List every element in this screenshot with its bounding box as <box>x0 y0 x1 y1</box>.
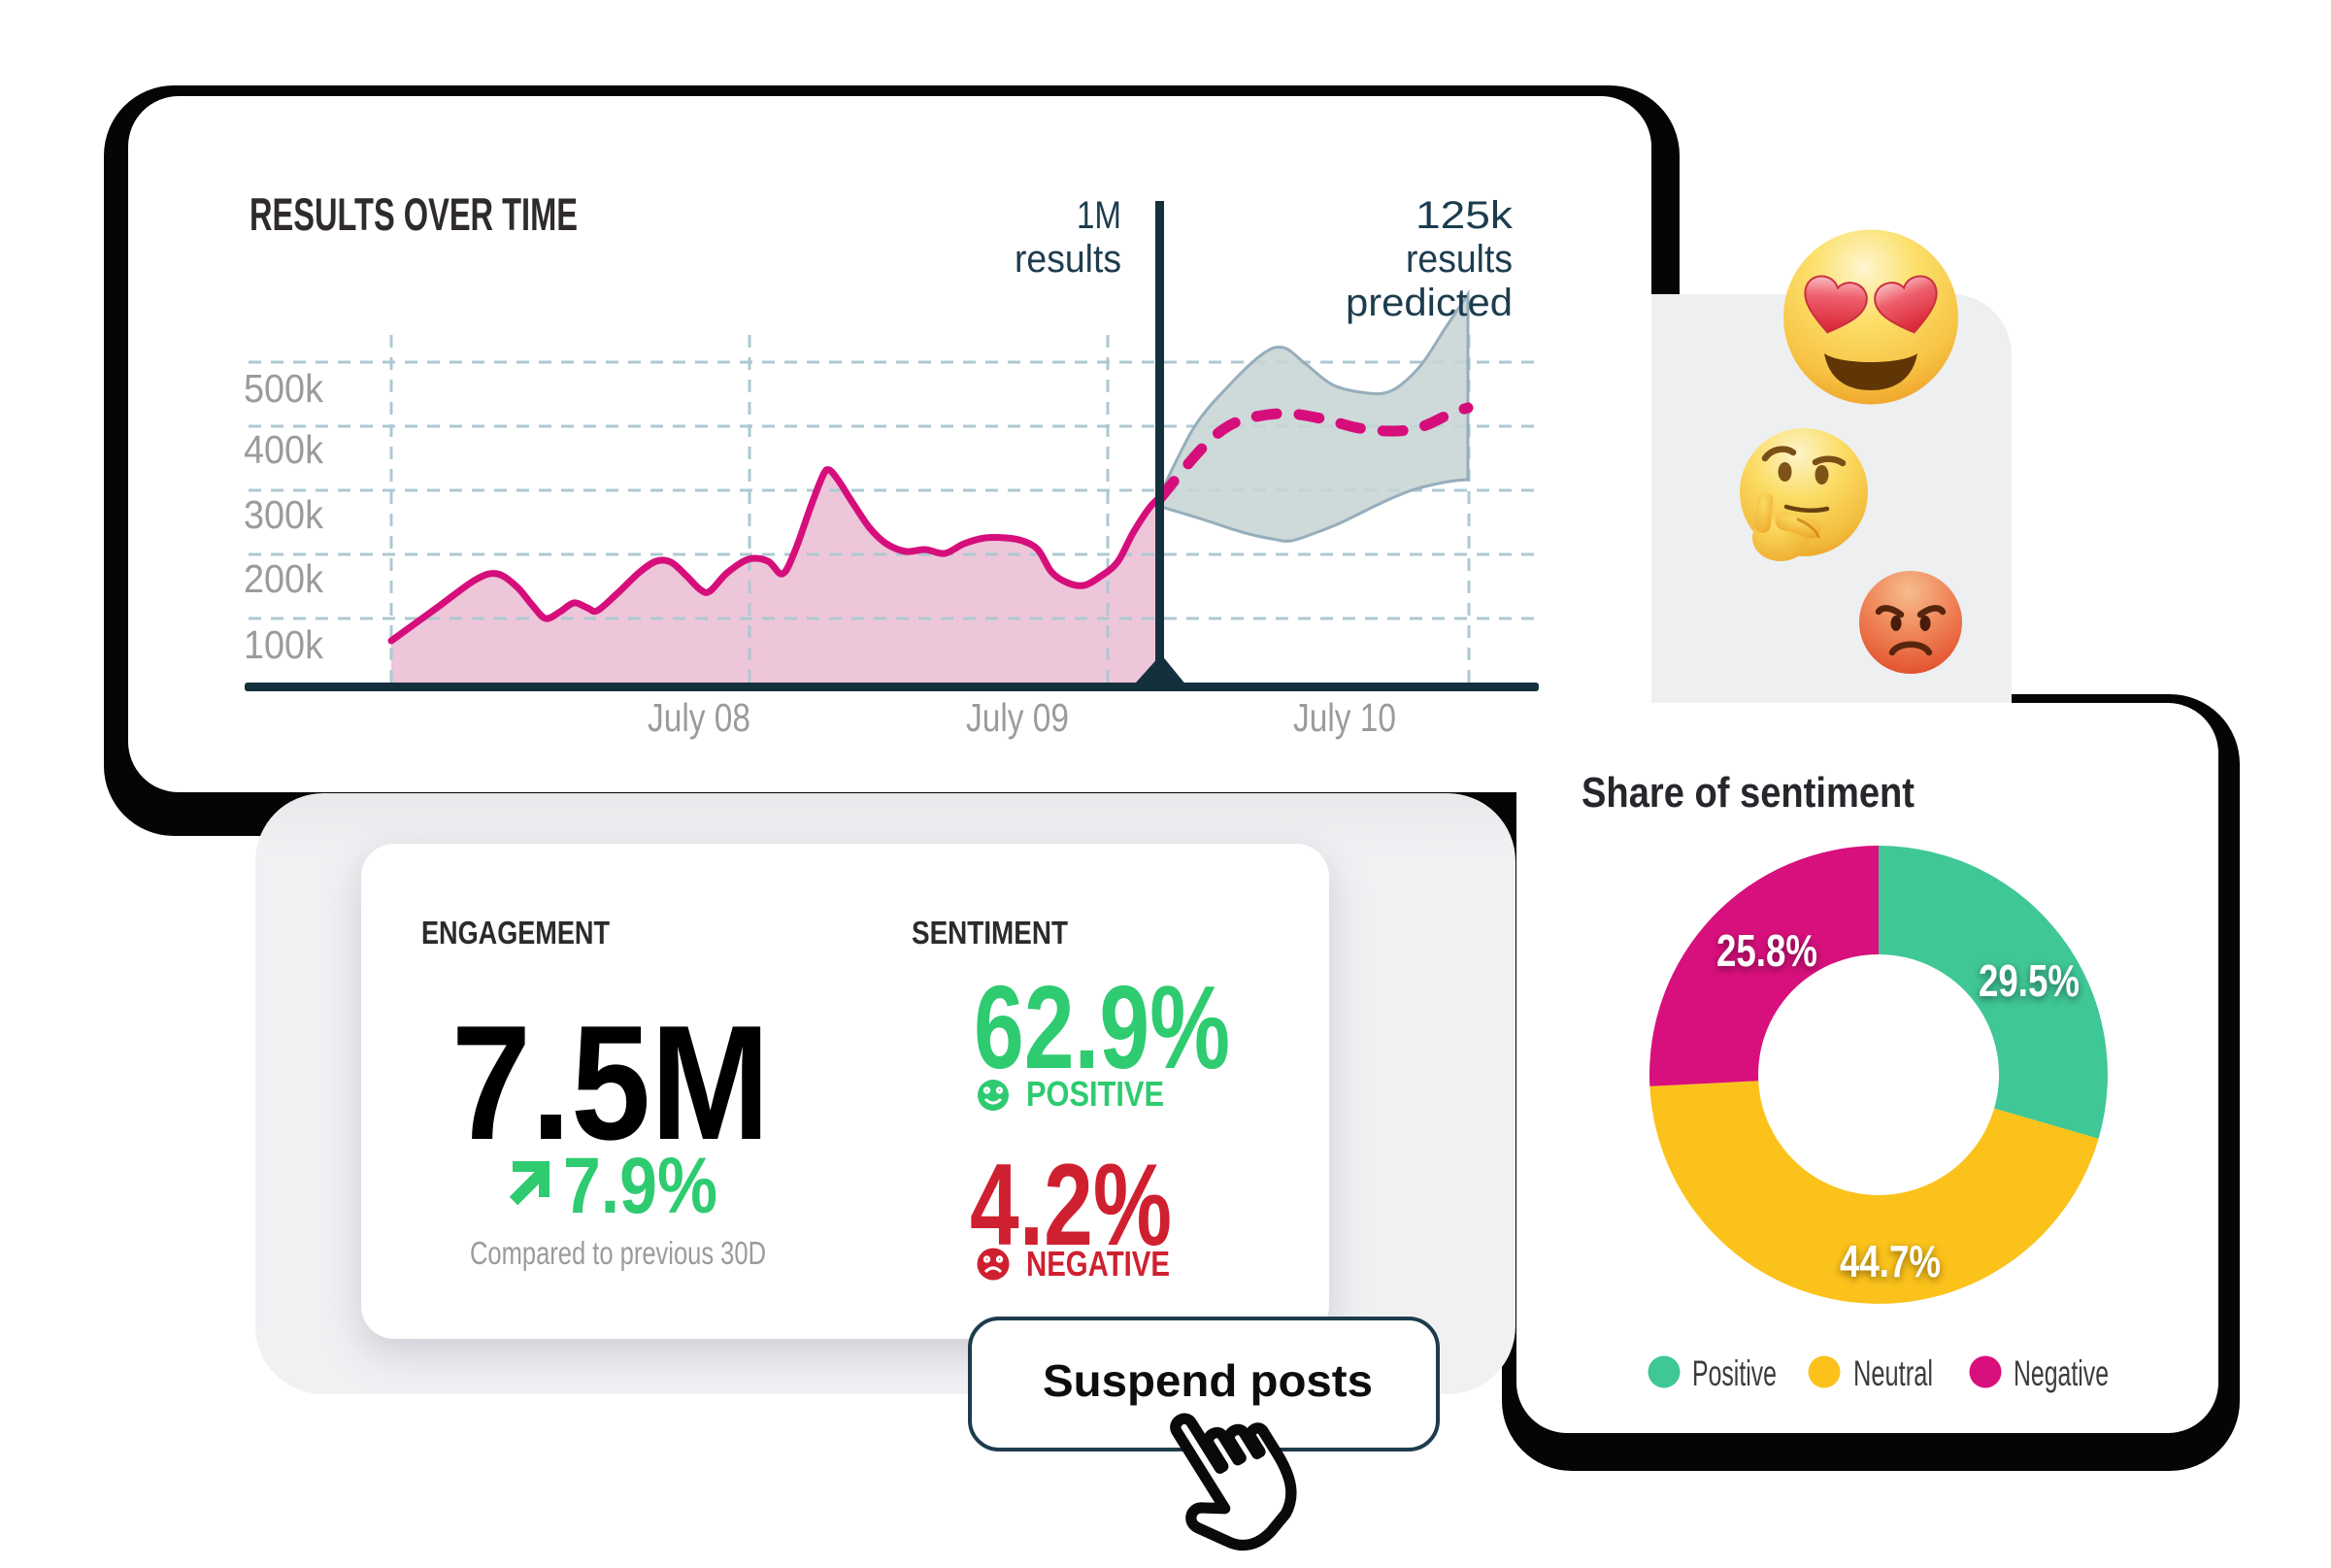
svg-text:Share of sentiment: Share of sentiment <box>1582 769 1915 817</box>
svg-text:ENGAGEMENT: ENGAGEMENT <box>421 915 610 951</box>
svg-text:results: results <box>1406 238 1513 281</box>
svg-text:SENTIMENT: SENTIMENT <box>912 915 1068 951</box>
svg-text:7.9%: 7.9% <box>563 1142 717 1230</box>
svg-text:Suspend posts: Suspend posts <box>1043 1355 1373 1406</box>
svg-text:Negative: Negative <box>2014 1353 2109 1393</box>
svg-text:NEGATIVE: NEGATIVE <box>1026 1244 1170 1284</box>
svg-text:1M: 1M <box>1077 194 1121 237</box>
svg-text:predicted: predicted <box>1346 282 1513 324</box>
svg-text:RESULTS OVER TIME: RESULTS OVER TIME <box>250 188 578 240</box>
svg-text:200k: 200k <box>244 556 323 601</box>
svg-text:100k: 100k <box>244 622 323 667</box>
svg-text:62.9%: 62.9% <box>974 961 1230 1093</box>
svg-text:Compared to previous 30D: Compared to previous 30D <box>470 1235 766 1271</box>
svg-text:500k: 500k <box>244 366 323 411</box>
svg-text:25.8%: 25.8% <box>1716 925 1817 976</box>
svg-text:results: results <box>1015 238 1121 281</box>
svg-text:POSITIVE: POSITIVE <box>1026 1074 1164 1114</box>
svg-text:400k: 400k <box>244 427 323 472</box>
svg-text:July 10: July 10 <box>1293 695 1396 740</box>
svg-text:7.5M: 7.5M <box>451 991 770 1174</box>
svg-text:125k: 125k <box>1415 194 1514 237</box>
svg-text:44.7%: 44.7% <box>1840 1236 1941 1286</box>
svg-text:Neutral: Neutral <box>1853 1353 1933 1393</box>
svg-text:4.2%: 4.2% <box>970 1140 1172 1270</box>
svg-text:July 08: July 08 <box>648 695 750 740</box>
svg-text:29.5%: 29.5% <box>1979 955 2080 1006</box>
svg-text:July 09: July 09 <box>966 695 1069 740</box>
svg-text:300k: 300k <box>244 492 323 537</box>
svg-text:Positive: Positive <box>1692 1353 1777 1393</box>
